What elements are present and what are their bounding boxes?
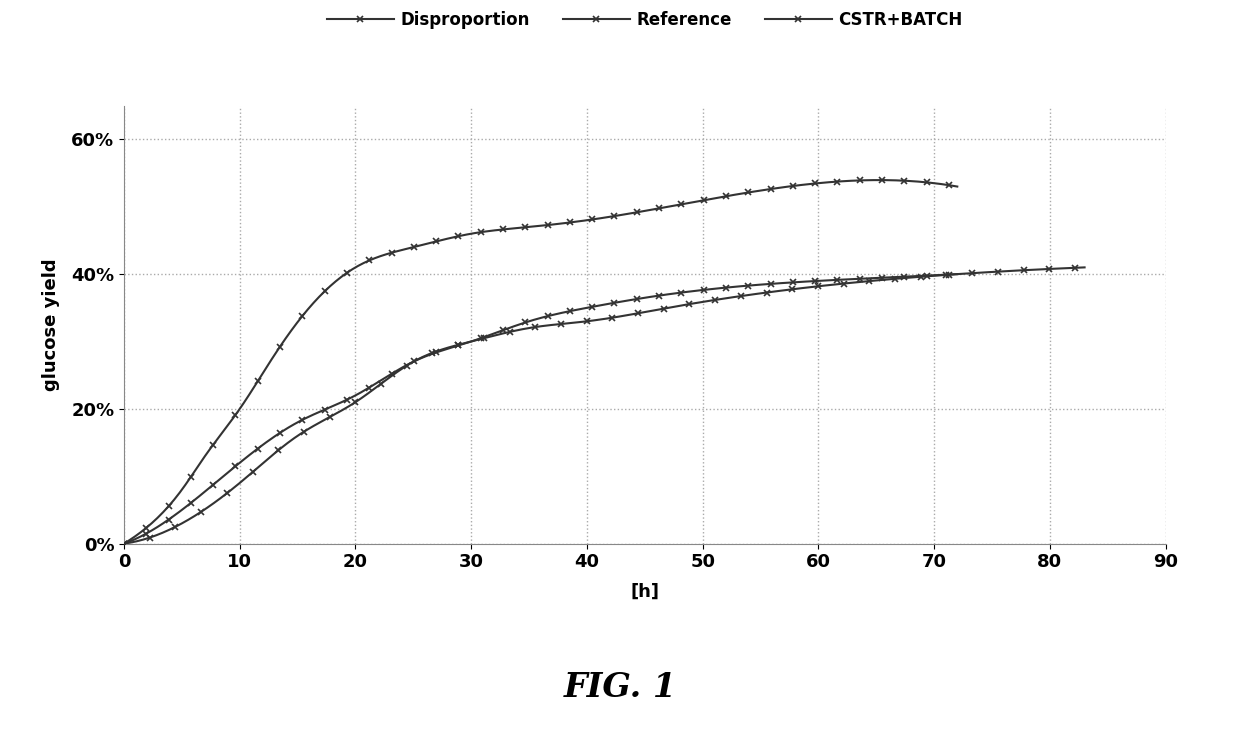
X-axis label: [h]: [h] — [630, 582, 660, 600]
Y-axis label: glucose yield: glucose yield — [42, 258, 60, 391]
Text: FIG. 1: FIG. 1 — [563, 670, 677, 704]
Legend: Disproportion, Reference, CSTR+BATCH: Disproportion, Reference, CSTR+BATCH — [320, 5, 970, 36]
